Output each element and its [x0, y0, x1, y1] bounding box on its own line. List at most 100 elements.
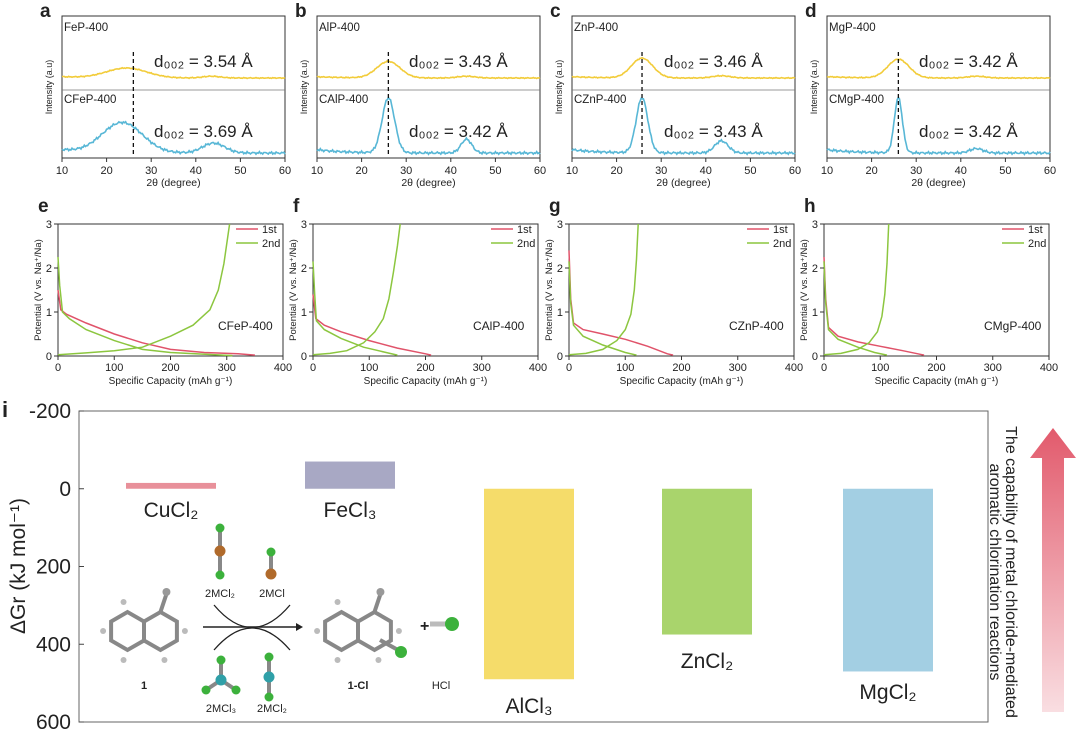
first-cycle-curve — [568, 250, 674, 356]
ring-left — [109, 609, 146, 653]
x-tick-label: 20 — [610, 165, 622, 177]
bar-label: CuCl₂ — [144, 499, 199, 522]
hydrogen-atom — [395, 628, 402, 634]
x-tick-label: 200 — [161, 362, 179, 374]
first-cycle-curve — [57, 289, 255, 356]
x-tick-label: 10 — [566, 165, 578, 177]
y-axis-title: Intensity (a.u) — [299, 60, 309, 115]
d-spacing-bottom: d₀₀₂ = 3.69 Å — [154, 122, 253, 141]
plot-frame — [571, 15, 796, 159]
arrow-text-line2: aromatic chlorination reactions — [986, 464, 1003, 681]
d-spacing-top: d₀₀₂ = 3.46 Å — [664, 52, 763, 71]
energy-bar-chart: i -200 0 200 400 600 ΔGr (kJ mol⁻¹) CuCl₂ FeCl₃ A… — [2, 397, 1076, 734]
x-tick-label: 30 — [400, 165, 412, 177]
x-axis-title: 2θ (degree) — [146, 177, 200, 189]
second-charge-curve — [312, 223, 401, 356]
scheme-label-top-left: 2MCl₂ — [205, 588, 235, 600]
plot-frame — [61, 15, 286, 159]
y-tick-label: 1 — [557, 307, 563, 319]
xrd-curve-bottom — [571, 97, 796, 156]
y-tick-label: 3 — [301, 219, 307, 231]
sample-label-bottom: CAlP-400 — [319, 94, 368, 106]
xrd-curve-top — [61, 66, 286, 80]
panel-letter: h — [804, 196, 816, 217]
y-tick-label: -200 — [29, 400, 71, 423]
sample-label-bottom: CMgP-400 — [829, 94, 884, 106]
d-spacing-top: d₀₀₂ = 3.43 Å — [409, 52, 508, 71]
methyl-bond — [158, 593, 169, 613]
y-tick-label: 2 — [557, 263, 563, 275]
x-axis-title: Specific Capacity (mAh g⁻¹) — [109, 376, 233, 387]
x-tick-label: 60 — [279, 165, 291, 177]
x-tick-label: 30 — [910, 165, 922, 177]
x-tick-label: 10 — [56, 165, 68, 177]
x-tick-label: 40 — [190, 165, 202, 177]
x-tick-label: 40 — [700, 165, 712, 177]
sample-label-top: AlP-400 — [319, 22, 360, 34]
c-cl-bond — [379, 638, 399, 652]
x-tick-label: 300 — [984, 362, 1002, 374]
mcl2-top-molecule — [214, 523, 226, 580]
reaction-scheme: 1 1-Cl + HCl 2MCl₂ 2MCl 2MCl₃ 2MCl₂ — [100, 523, 459, 715]
xrd-panel-c: c ZnP-400 CZnP-400 d₀₀₂ = 3.46 Å d₀₀₂ = 3.43… — [550, 1, 801, 189]
y-tick-label: 0 — [59, 478, 71, 501]
product-label: 1-Cl — [348, 680, 369, 692]
x-tick-label: 100 — [360, 362, 378, 374]
x-tick-label: 50 — [489, 165, 501, 177]
sample-label-top: ZnP-400 — [574, 22, 618, 34]
y-tick-label: 1 — [301, 307, 307, 319]
xrd-panel-d: d MgP-400 CMgP-400 d₀₀₂ = 3.42 Å d₀₀₂ = 3.42… — [805, 1, 1056, 189]
x-tick-label: 100 — [871, 362, 889, 374]
x-tick-label: 200 — [416, 362, 434, 374]
x-tick-label: 0 — [55, 362, 61, 374]
arrow-text-line1: The capability of metal chloride-mediate… — [1002, 426, 1019, 718]
metal-atom — [265, 568, 277, 580]
hydrogen-atom — [375, 657, 382, 663]
x-tick-label: 400 — [785, 362, 803, 374]
y-tick-label: 3 — [812, 219, 818, 231]
capability-arrow — [1030, 428, 1076, 712]
chlorine-atom — [201, 685, 211, 695]
d-spacing-top: d₀₀₂ = 3.42 Å — [919, 52, 1018, 71]
hydrogen-atom — [334, 599, 341, 605]
x-tick-label: 300 — [218, 362, 236, 374]
sample-label: CAlP-400 — [473, 319, 525, 333]
xrd-curve-bottom — [61, 120, 286, 156]
x-tick-label: 400 — [529, 362, 547, 374]
x-tick-label: 60 — [534, 165, 546, 177]
panel-letter: i — [2, 397, 8, 422]
x-tick-label: 10 — [821, 165, 833, 177]
bar-label: FeCl₃ — [324, 499, 377, 522]
xrd-curve-top — [571, 56, 796, 80]
x-tick-label: 50 — [999, 165, 1011, 177]
x-tick-label: 50 — [234, 165, 246, 177]
y-tick-label: 0 — [301, 351, 307, 363]
x-tick-label: 0 — [566, 362, 572, 374]
hydrogen-atom — [100, 628, 107, 634]
y-axis-title: ΔGr (kJ mol⁻¹) — [7, 498, 30, 634]
legend-label-2nd: 2nd — [773, 238, 791, 250]
y-tick-label: 3 — [46, 219, 52, 231]
y-axis-title: Intensity (a.u) — [554, 60, 564, 115]
sample-label-bottom: CFeP-400 — [64, 94, 116, 106]
chlorine-atom — [266, 547, 276, 557]
sample-label: CMgP-400 — [984, 319, 1042, 333]
panel-letter: d — [805, 1, 817, 22]
x-tick-label: 20 — [355, 165, 367, 177]
x-tick-label: 40 — [955, 165, 967, 177]
hydrogen-atom — [334, 657, 341, 663]
x-tick-label: 0 — [310, 362, 316, 374]
x-tick-label: 20 — [865, 165, 877, 177]
x-tick-label: 40 — [445, 165, 457, 177]
y-tick-label: 2 — [46, 263, 52, 275]
chlorine-atom — [395, 646, 407, 658]
x-tick-label: 60 — [789, 165, 801, 177]
x-tick-label: 20 — [100, 165, 112, 177]
y-tick-label: 200 — [36, 556, 71, 579]
second-charge-curve — [57, 223, 231, 356]
x-axis-title: 2θ (degree) — [656, 177, 710, 189]
plot-frame — [316, 15, 541, 159]
panel-letter: e — [38, 196, 49, 217]
xrd-curve-top — [316, 59, 541, 80]
